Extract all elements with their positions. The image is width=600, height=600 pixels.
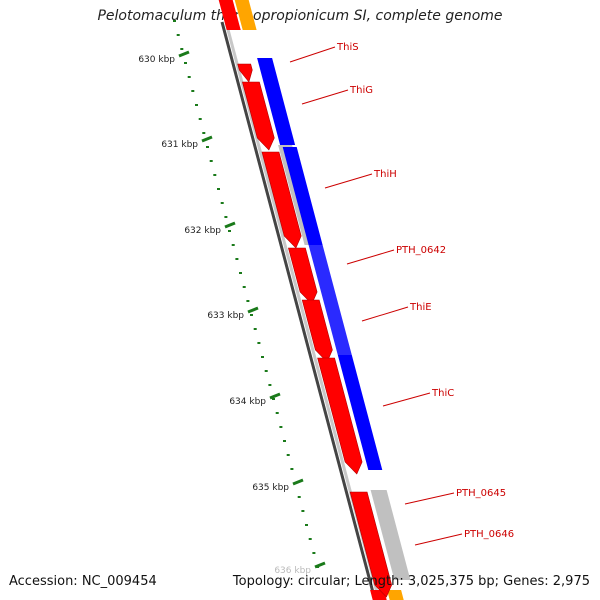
tick-mark bbox=[224, 221, 236, 229]
guide-dot bbox=[173, 20, 176, 22]
blue-band[interactable] bbox=[308, 245, 352, 355]
tick-mark bbox=[314, 561, 326, 569]
cds-arrow[interactable] bbox=[288, 247, 318, 305]
tick-label: 634 kbp bbox=[229, 397, 266, 407]
tick-label: 632 kbp bbox=[184, 226, 221, 236]
blue-band[interactable] bbox=[337, 355, 383, 470]
tick-mark bbox=[269, 392, 281, 400]
blue-track bbox=[257, 58, 383, 470]
guide-dot bbox=[198, 118, 202, 120]
gene-leader-line bbox=[382, 392, 431, 407]
cds-fragment[interactable] bbox=[218, 0, 241, 30]
guide-dot bbox=[283, 440, 286, 442]
guide-dot bbox=[308, 538, 312, 540]
guide-dot bbox=[176, 34, 180, 36]
tick-label: 636 kbp bbox=[274, 566, 311, 576]
gene-label[interactable]: ThiE bbox=[409, 302, 432, 313]
guide-dot bbox=[191, 90, 195, 92]
guide-dot bbox=[257, 342, 261, 344]
guide-dot bbox=[206, 146, 209, 148]
tick-label: 630 kbp bbox=[138, 55, 175, 65]
guide-dot bbox=[195, 104, 198, 106]
gene-label[interactable]: ThiS bbox=[336, 42, 359, 53]
guide-dot bbox=[246, 300, 250, 302]
genome-summary: Topology: circular; Length: 3,025,375 bp… bbox=[232, 574, 590, 589]
gene-label[interactable]: PTH_0642 bbox=[396, 245, 446, 256]
tick-mark bbox=[247, 306, 259, 314]
orange-fragment[interactable] bbox=[387, 590, 404, 600]
gene-leader-line bbox=[361, 306, 409, 322]
guide-dot bbox=[301, 510, 305, 512]
cds-track bbox=[237, 63, 393, 598]
accession-text: Accession: NC_009454 bbox=[9, 574, 157, 589]
gene-label[interactable]: ThiG bbox=[349, 85, 373, 96]
guide-dot bbox=[209, 160, 213, 162]
guide-dot bbox=[297, 496, 301, 498]
tick-mark bbox=[292, 478, 304, 486]
guide-dot bbox=[202, 132, 206, 134]
tick-label: 635 kbp bbox=[252, 483, 289, 493]
gene-leader-line bbox=[289, 46, 336, 63]
cds-arrow[interactable] bbox=[237, 63, 253, 83]
guide-dot bbox=[217, 188, 220, 190]
tick-label: 631 kbp bbox=[161, 140, 198, 150]
guide-dot bbox=[187, 76, 191, 78]
backbone-shadow bbox=[220, 21, 377, 600]
guide-dot bbox=[275, 412, 279, 414]
guide-dot bbox=[184, 62, 187, 64]
gene-label[interactable]: PTH_0646 bbox=[464, 529, 514, 540]
orange-fragment[interactable] bbox=[234, 0, 257, 30]
blue-band[interactable] bbox=[282, 147, 323, 245]
guide-dot bbox=[305, 524, 308, 526]
guide-dot bbox=[242, 286, 246, 288]
guide-dot bbox=[264, 370, 268, 372]
guide-dot bbox=[253, 328, 257, 330]
genome-title: Pelotomaculum thermopropionicum SI, comp… bbox=[97, 8, 503, 24]
kbp-ticks: 630 kbp 631 kbp 632 kbp 633 kbp 634 kbp 635 k… bbox=[138, 50, 326, 576]
gene-leader-line bbox=[404, 492, 455, 505]
top-fragments bbox=[218, 0, 404, 600]
guide-dot bbox=[261, 356, 264, 358]
cds-arrow[interactable] bbox=[349, 491, 393, 598]
cds-arrow[interactable] bbox=[242, 81, 275, 151]
gene-labels: ThiS ThiG ThiH PTH_0642 ThiE ThiC PTH_0645 PTH_… bbox=[289, 42, 514, 546]
guide-dot bbox=[224, 216, 228, 218]
blue-band[interactable] bbox=[257, 58, 296, 145]
guide-dot bbox=[250, 314, 253, 316]
gray-band[interactable] bbox=[370, 490, 411, 580]
guide-dot bbox=[220, 202, 224, 204]
cds-arrow[interactable] bbox=[301, 299, 333, 363]
guide-dot bbox=[231, 244, 235, 246]
gene-label[interactable]: ThiC bbox=[431, 388, 454, 399]
gene-leader-line bbox=[324, 173, 373, 189]
guide-dot bbox=[312, 552, 316, 554]
tick-label: 633 kbp bbox=[207, 311, 244, 321]
guide-dot bbox=[268, 384, 272, 386]
guide-dot bbox=[279, 426, 283, 428]
gene-leader-line bbox=[414, 533, 463, 546]
guide-dot bbox=[290, 468, 294, 470]
guide-dot bbox=[272, 398, 275, 400]
guide-dot bbox=[235, 258, 239, 260]
cds-arrow[interactable] bbox=[317, 357, 363, 475]
cds-arrow[interactable] bbox=[261, 151, 302, 249]
gene-label[interactable]: PTH_0645 bbox=[456, 488, 506, 499]
gene-leader-line bbox=[301, 89, 349, 105]
guide-dot bbox=[213, 174, 217, 176]
guide-dot bbox=[286, 454, 290, 456]
tick-mark bbox=[178, 50, 190, 58]
tick-mark bbox=[201, 135, 213, 143]
guide-dot bbox=[239, 272, 242, 274]
gene-label[interactable]: ThiH bbox=[373, 169, 397, 180]
guide-dot bbox=[180, 48, 184, 50]
guide-dot bbox=[228, 230, 231, 232]
gene-leader-line bbox=[346, 249, 395, 265]
